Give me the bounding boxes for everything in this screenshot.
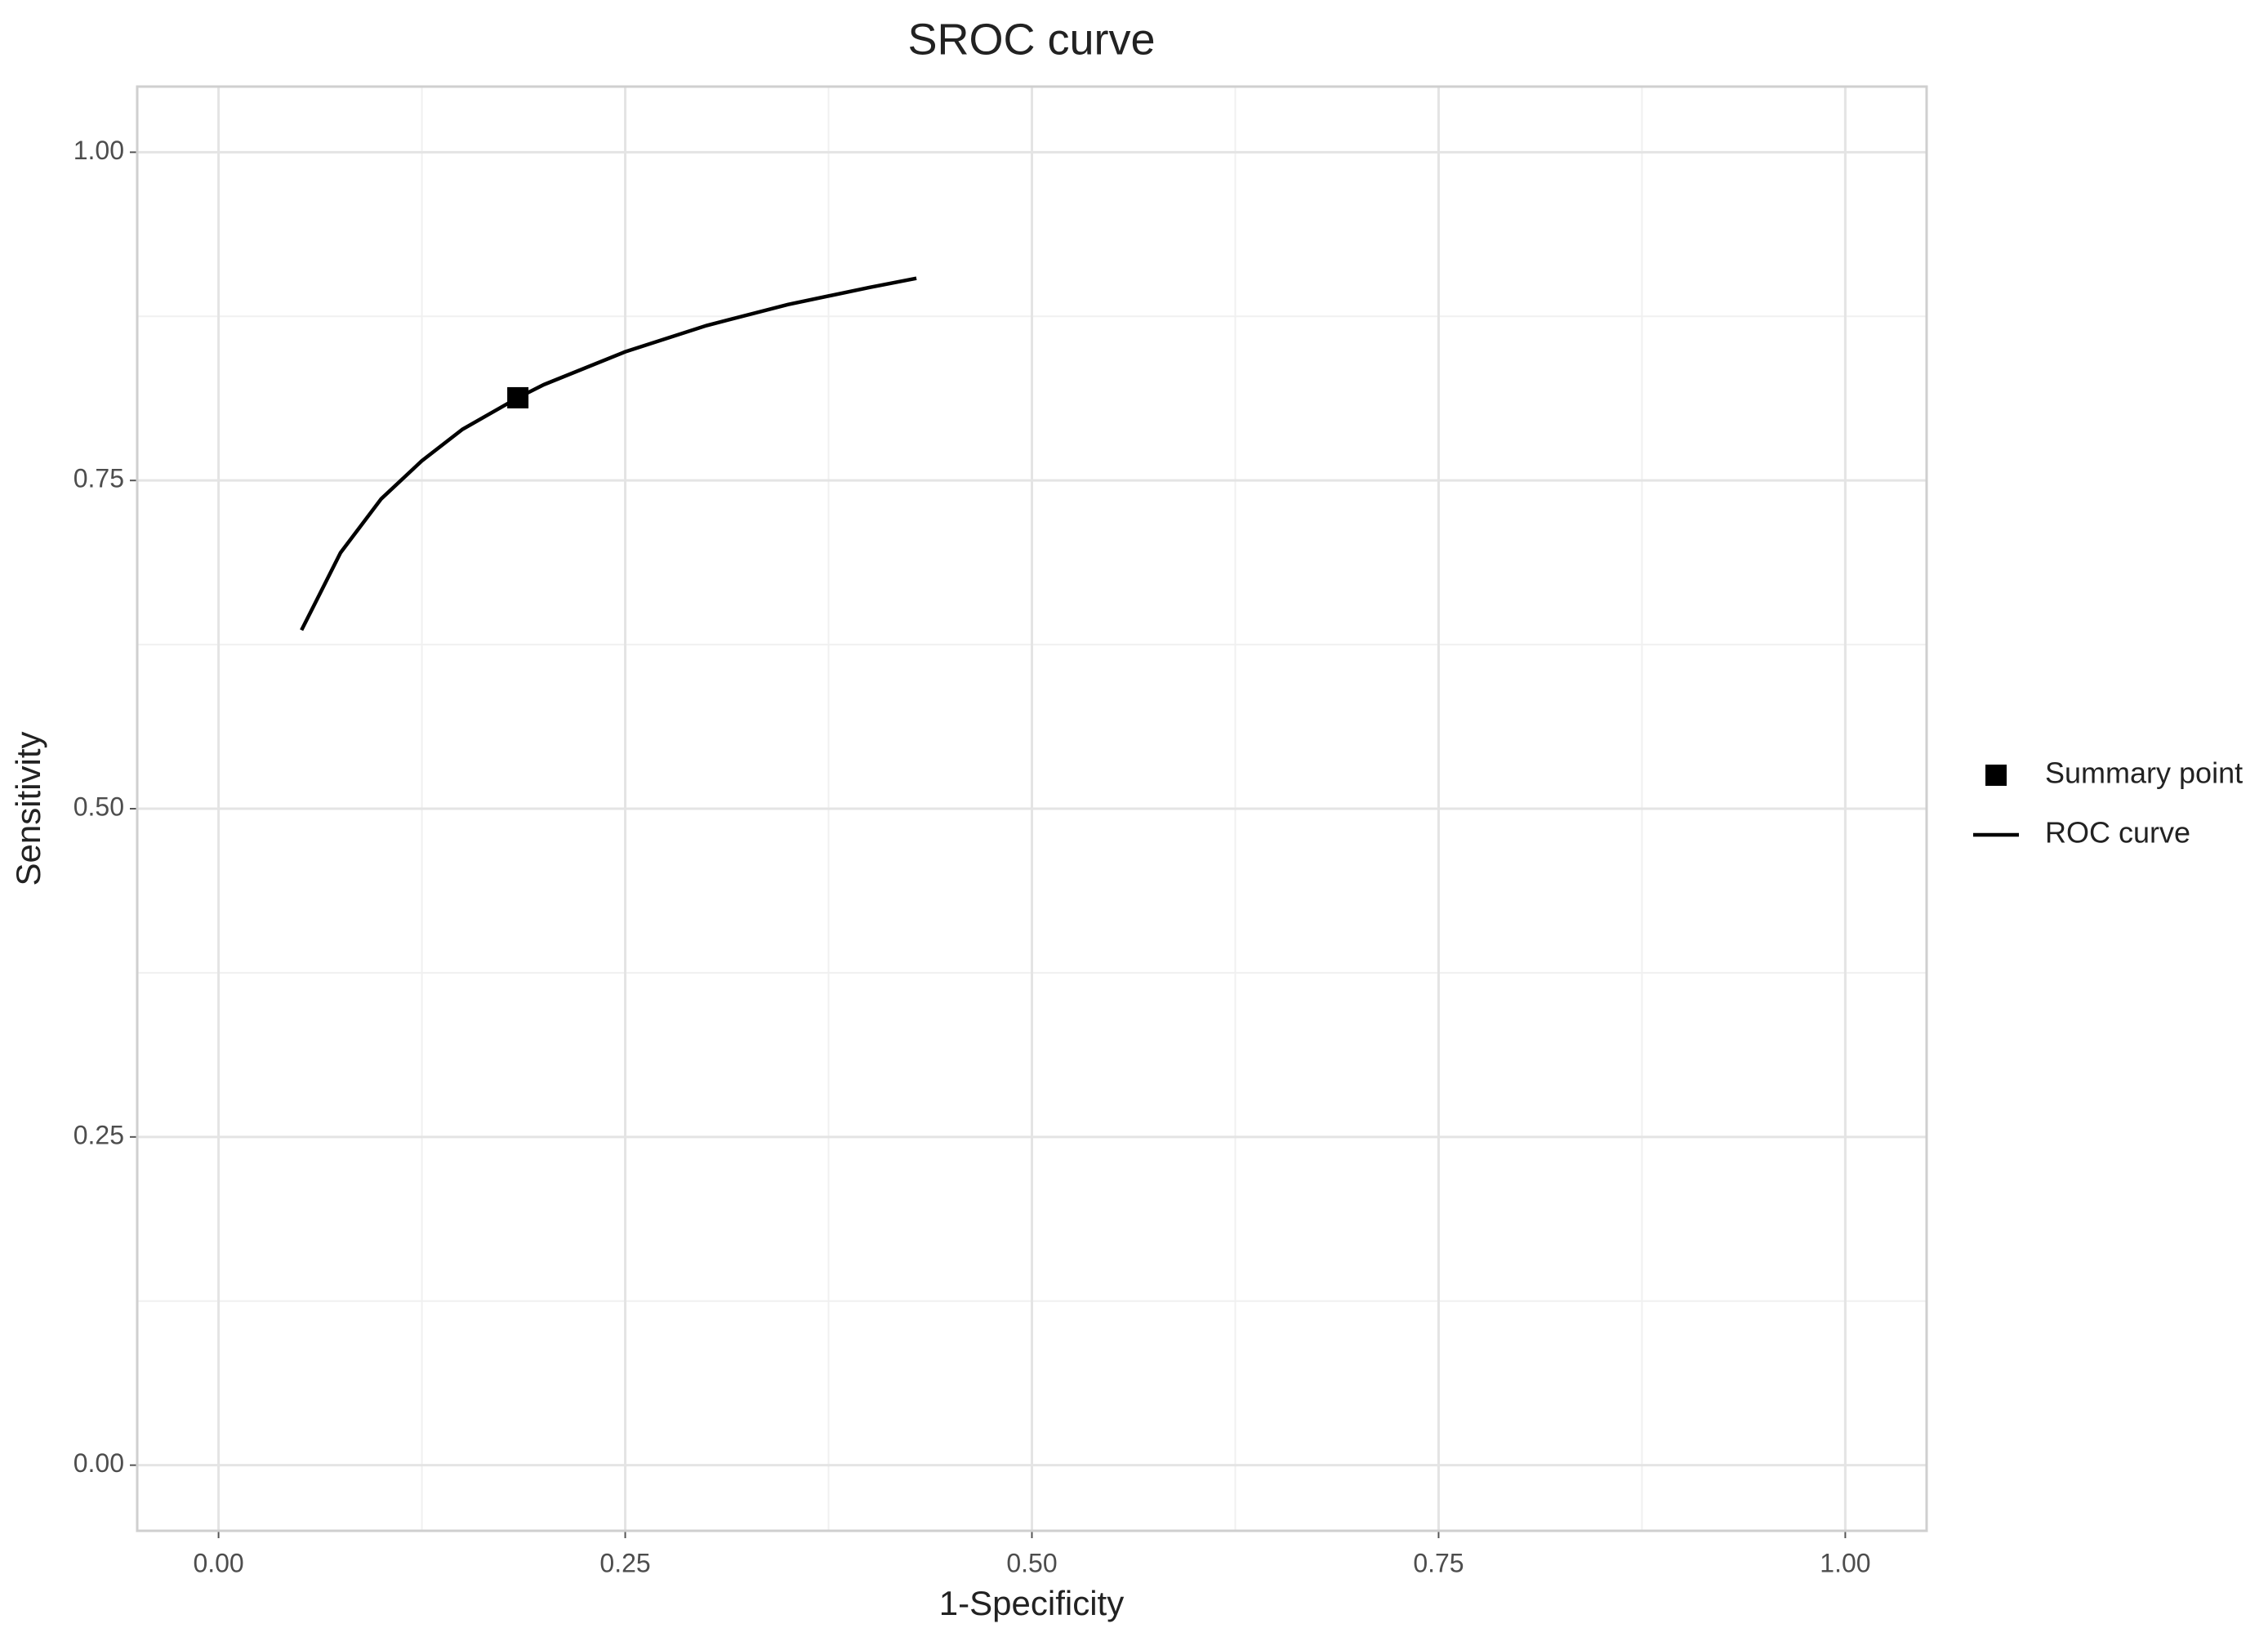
x-tick-label: 0.75 (1413, 1548, 1464, 1577)
plot-border (136, 85, 1928, 1532)
roc-curve (300, 276, 917, 631)
x-tick-label: 1.00 (1820, 1548, 1870, 1577)
legend-label: ROC curve (2045, 816, 2190, 850)
y-tick-label: 1.00 (74, 136, 124, 165)
x-axis-label: 1-Specificity (939, 1584, 1124, 1622)
x-tick-label: 0.25 (599, 1548, 650, 1577)
y-axis-label: Sensitivity (9, 731, 47, 885)
x-tick-label: 0.00 (193, 1548, 243, 1577)
y-tick-label: 0.50 (74, 792, 124, 821)
legend-symbol (1985, 765, 2007, 786)
y-tick-label: 0.00 (74, 1448, 124, 1478)
x-tick-label: 0.50 (1006, 1548, 1057, 1577)
legend-label: Summary point (2045, 756, 2243, 790)
chart-title: SROC curve (907, 15, 1155, 64)
y-tick-label: 0.25 (74, 1120, 124, 1149)
y-tick-label: 0.75 (74, 464, 124, 493)
